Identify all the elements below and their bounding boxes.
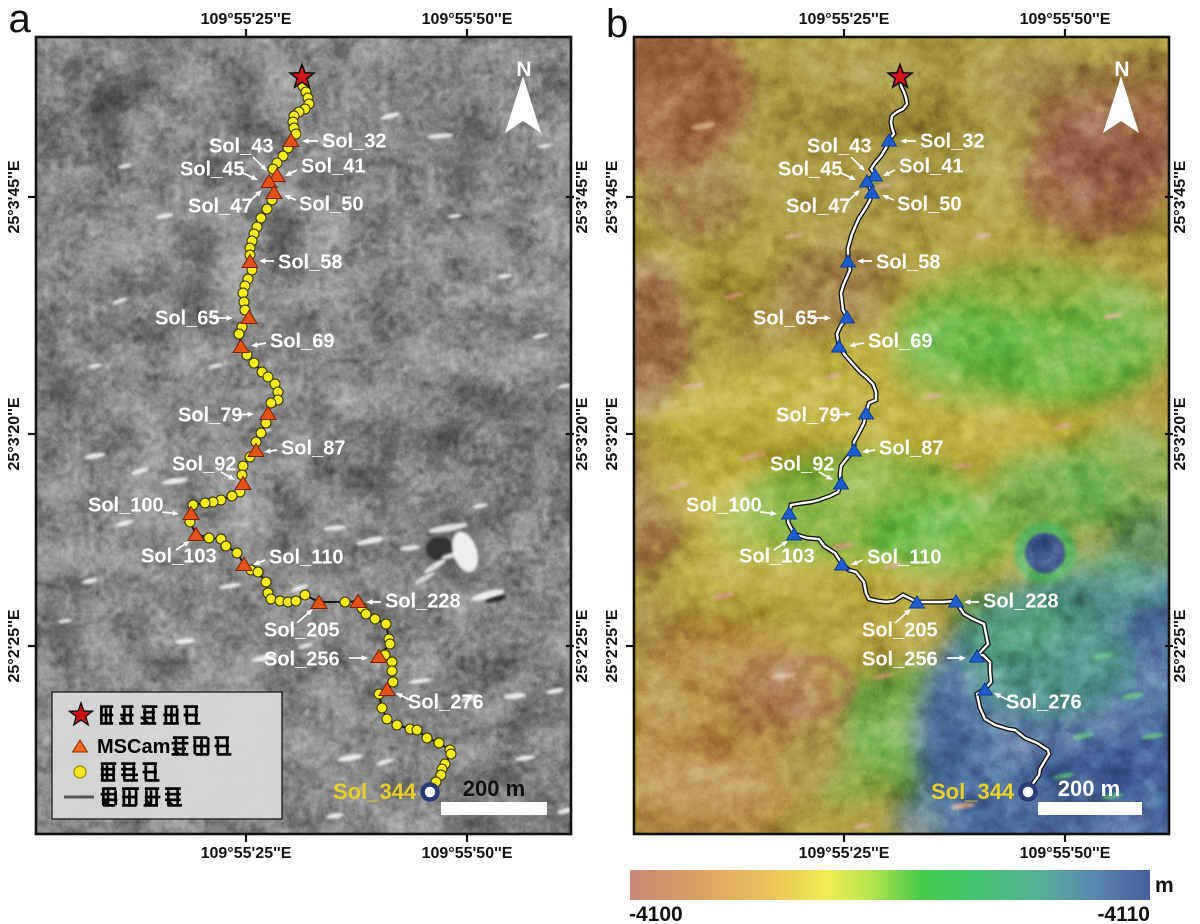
svg-text:25°3'45''E: 25°3'45''E (6, 160, 23, 233)
svg-text:25°3'45''E: 25°3'45''E (1172, 160, 1189, 233)
svg-text:109°55'25''E: 109°55'25''E (799, 11, 890, 28)
svg-text:Sol_65: Sol_65 (753, 308, 817, 330)
svg-text:25°2'25''E: 25°2'25''E (604, 609, 621, 682)
svg-text:Sol_58: Sol_58 (278, 252, 342, 274)
svg-text:Sol_100: Sol_100 (686, 495, 762, 517)
svg-text:Sol_228: Sol_228 (385, 591, 461, 613)
svg-text:Sol_103: Sol_103 (739, 546, 815, 568)
svg-text:Sol_344: Sol_344 (931, 779, 1015, 804)
svg-text:Sol_256: Sol_256 (862, 649, 938, 671)
svg-text:109°55'50''E: 109°55'50''E (1020, 845, 1111, 862)
svg-text:N: N (1114, 58, 1129, 81)
svg-text:-4110: -4110 (1097, 903, 1150, 924)
svg-text:Sol_110: Sol_110 (269, 547, 344, 569)
svg-text:Sol_58: Sol_58 (876, 252, 940, 274)
svg-text:Sol_45: Sol_45 (180, 159, 244, 181)
svg-text:Sol_32: Sol_32 (920, 131, 984, 153)
svg-text:Sol_47: Sol_47 (786, 196, 850, 218)
svg-text:Sol_87: Sol_87 (281, 438, 345, 460)
svg-text:Sol_344: Sol_344 (333, 779, 417, 804)
svg-text:Sol_110: Sol_110 (867, 547, 942, 569)
svg-text:Sol_41: Sol_41 (301, 156, 365, 178)
svg-text:109°55'50''E: 109°55'50''E (422, 11, 513, 28)
svg-text:Sol_205: Sol_205 (264, 620, 340, 642)
svg-text:Sol_43: Sol_43 (209, 136, 273, 158)
svg-text:25°3'20''E: 25°3'20''E (574, 397, 591, 470)
svg-text:Sol_92: Sol_92 (770, 454, 834, 476)
svg-text:25°3'45''E: 25°3'45''E (574, 160, 591, 233)
svg-text:109°55'50''E: 109°55'50''E (422, 845, 513, 862)
svg-text:Sol_100: Sol_100 (88, 495, 164, 517)
svg-text:Sol_276: Sol_276 (408, 692, 484, 714)
svg-text:Sol_43: Sol_43 (807, 136, 871, 158)
svg-text:Sol_65: Sol_65 (155, 308, 219, 330)
svg-text:109°55'25''E: 109°55'25''E (201, 845, 292, 862)
svg-text:25°3'20''E: 25°3'20''E (1172, 397, 1189, 470)
svg-text:m: m (1155, 874, 1174, 897)
svg-text:25°2'25''E: 25°2'25''E (574, 609, 591, 682)
svg-text:109°55'25''E: 109°55'25''E (201, 11, 292, 28)
svg-text:109°55'50''E: 109°55'50''E (1020, 11, 1111, 28)
svg-text:b: b (606, 2, 628, 46)
svg-text:Sol_92: Sol_92 (172, 454, 236, 476)
svg-text:200 m: 200 m (1058, 776, 1120, 801)
svg-text:Sol_87: Sol_87 (879, 438, 943, 460)
svg-text:Sol_205: Sol_205 (862, 620, 938, 642)
svg-text:Sol_103: Sol_103 (141, 546, 217, 568)
svg-text:Sol_50: Sol_50 (299, 194, 363, 216)
svg-text:Sol_41: Sol_41 (899, 156, 963, 178)
svg-text:25°2'25''E: 25°2'25''E (1172, 609, 1189, 682)
svg-text:Sol_69: Sol_69 (868, 331, 932, 353)
svg-text:N: N (516, 58, 531, 81)
svg-text:Sol_47: Sol_47 (188, 196, 252, 218)
svg-text:200 m: 200 m (463, 776, 525, 801)
svg-text:a: a (9, 0, 32, 41)
svg-text:Sol_228: Sol_228 (983, 591, 1059, 613)
svg-text:25°3'45''E: 25°3'45''E (604, 160, 621, 233)
svg-text:Sol_256: Sol_256 (264, 649, 340, 671)
svg-text:Sol_79: Sol_79 (178, 405, 242, 427)
svg-text:Sol_79: Sol_79 (776, 405, 840, 427)
svg-text:MSCam: MSCam (97, 736, 170, 758)
svg-text:109°55'25''E: 109°55'25''E (799, 845, 890, 862)
svg-text:Sol_50: Sol_50 (897, 194, 961, 216)
svg-text:25°3'20''E: 25°3'20''E (604, 397, 621, 470)
svg-text:Sol_32: Sol_32 (322, 131, 386, 153)
svg-text:Sol_69: Sol_69 (270, 331, 334, 353)
svg-text:Sol_276: Sol_276 (1006, 692, 1082, 714)
svg-text:25°3'20''E: 25°3'20''E (6, 397, 23, 470)
svg-text:Sol_45: Sol_45 (778, 159, 842, 181)
svg-text:-4100: -4100 (629, 903, 683, 924)
svg-text:25°2'25''E: 25°2'25''E (6, 609, 23, 682)
